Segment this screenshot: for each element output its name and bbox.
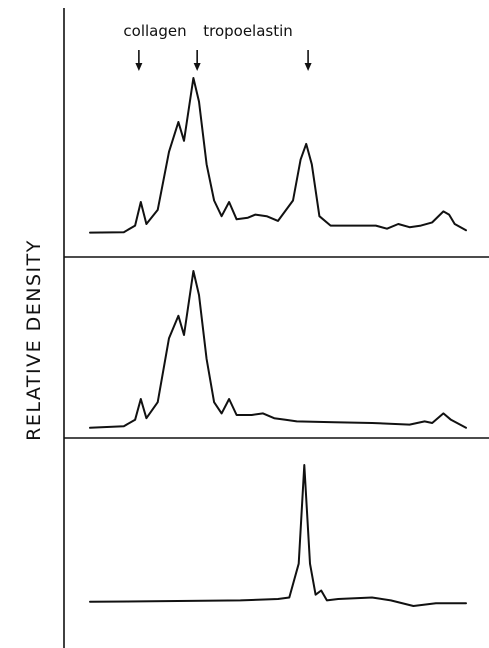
y-axis-label: RELATIVE DENSITY — [23, 239, 45, 441]
density-traces — [89, 77, 467, 607]
density-trace-panel-3 — [89, 464, 467, 607]
frame — [63, 8, 489, 648]
arrow-head-0-1 — [193, 63, 201, 71]
annotation-arrows — [135, 50, 312, 71]
density-trace-panel-1 — [89, 77, 467, 234]
density-trace-panel-2 — [89, 270, 467, 429]
annotation-tropoelastin: tropoelastin — [203, 22, 293, 40]
arrow-head-1-0 — [304, 63, 312, 71]
arrow-head-0-0 — [135, 63, 143, 71]
annotation-collagen: collagen — [123, 22, 186, 40]
